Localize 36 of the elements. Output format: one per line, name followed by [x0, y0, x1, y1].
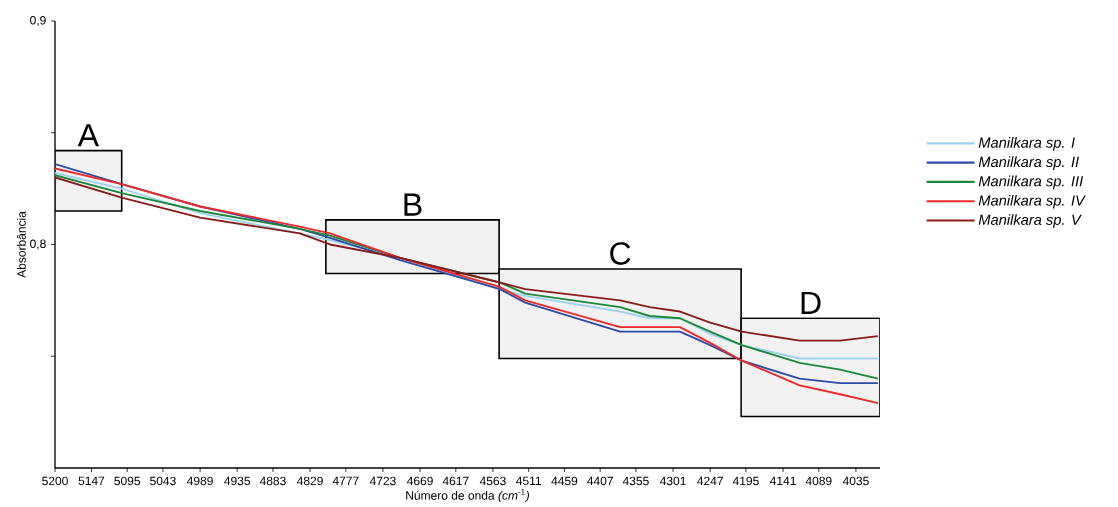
legend-label: Manilkara sp. III — [978, 175, 1083, 190]
y-tick-label: 0,8 — [30, 239, 46, 250]
x-tick-label: 4669 — [406, 476, 433, 486]
x-tick-label: 4301 — [659, 476, 686, 486]
x-tick-label: 4035 — [842, 476, 869, 486]
band-label: D — [801, 291, 821, 314]
x-tick-label: 4141 — [769, 476, 796, 485]
x-tick-label: 4935 — [224, 476, 251, 486]
legend-label: Manilkara sp. IV — [978, 194, 1086, 209]
x-tick-label: 4829 — [296, 476, 323, 486]
x-tick-label: 5095 — [114, 476, 141, 486]
y-axis-title: Absorbância — [16, 211, 26, 278]
x-axis-title: Número de onda (cm$^{-1}$) — [406, 489, 530, 503]
x-tick-label: 4195 — [732, 476, 759, 486]
x-tick-label: 4511 — [516, 476, 541, 486]
x-tick-label: 4723 — [369, 476, 396, 486]
x-tick-label: 4089 — [805, 476, 832, 486]
band-label: B — [404, 193, 422, 216]
x-tick-label: 4563 — [479, 476, 506, 486]
x-tick-label: 4617 — [442, 476, 469, 486]
x-tick-label: 4247 — [697, 476, 723, 486]
x-tick-label: 5043 — [150, 476, 176, 486]
x-tick-label: 4989 — [186, 476, 213, 486]
x-tick-label: 4883 — [259, 476, 286, 486]
legend-label: Manilkara sp. V — [978, 214, 1082, 228]
x-tick-label: 4777 — [332, 476, 359, 485]
x-tick-label: 4459 — [551, 476, 578, 486]
band-label: C — [610, 242, 631, 265]
y-tick-label: 0,9 — [30, 16, 46, 26]
legend-label: Manilkara sp. I — [978, 137, 1075, 151]
x-tick-label: 5147 — [78, 476, 105, 486]
x-tick-label: 4407 — [587, 476, 613, 486]
x-tick-label: 4355 — [622, 476, 649, 486]
x-tick-label: 5200 — [42, 476, 68, 486]
legend-label: Manilkara sp. II — [978, 156, 1079, 170]
band-label: A — [77, 124, 99, 147]
